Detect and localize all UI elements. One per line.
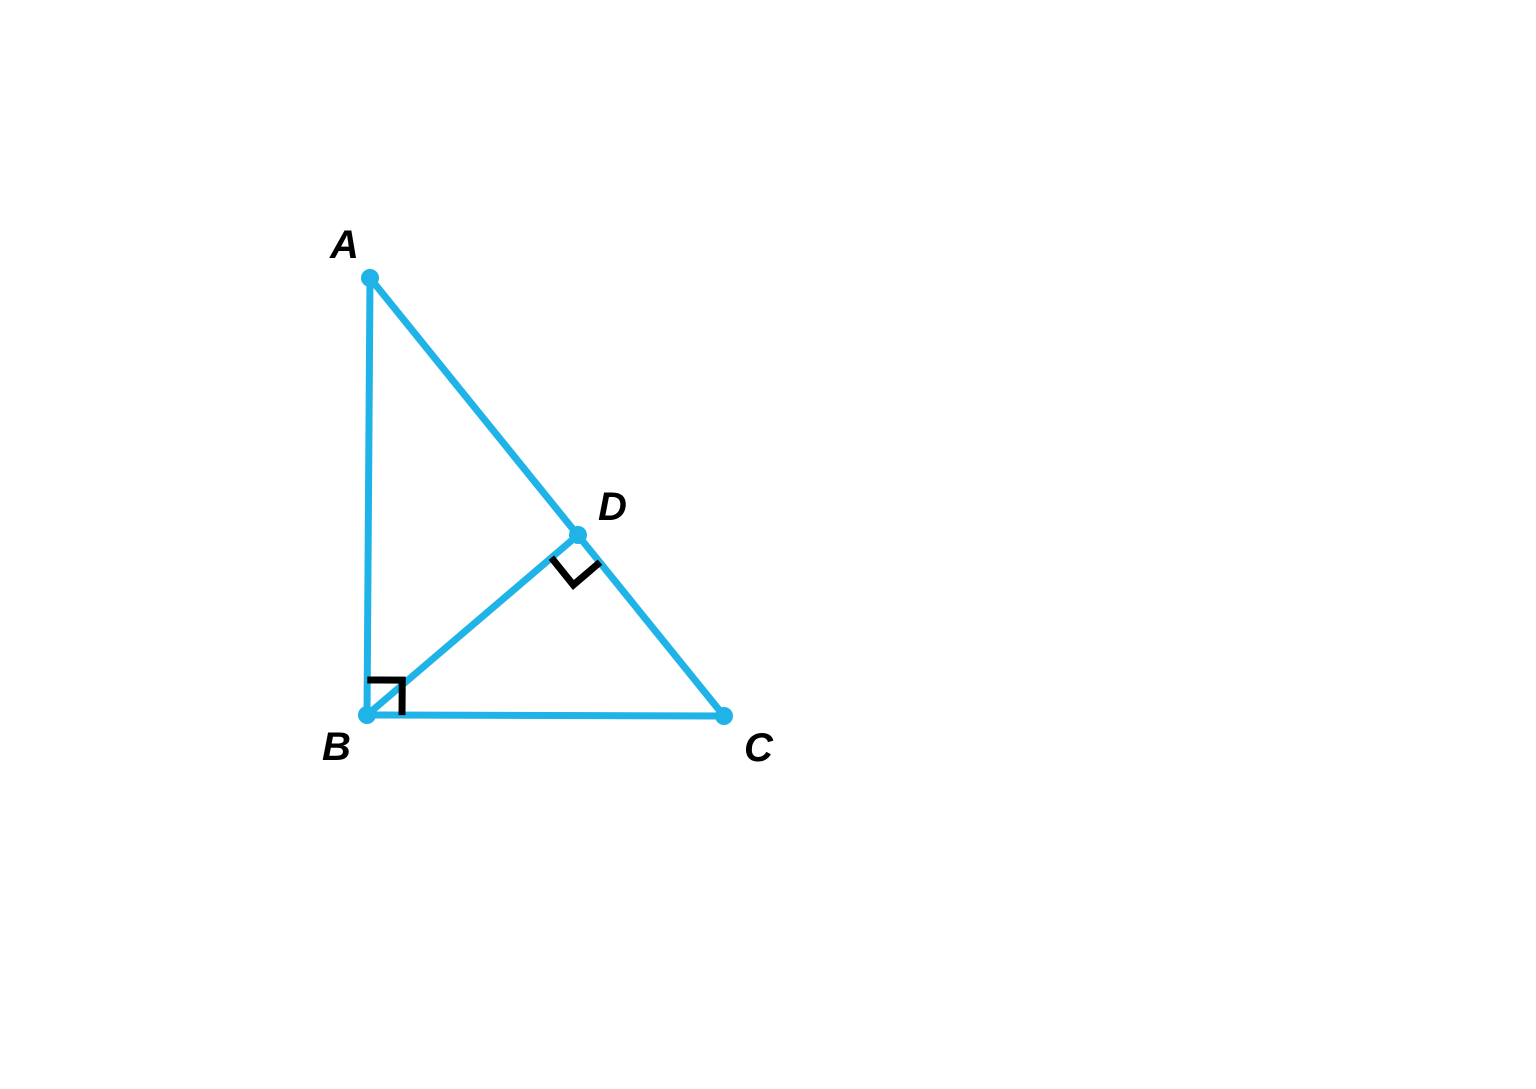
vertex-point-D bbox=[569, 526, 587, 544]
vertex-label-B: B bbox=[322, 725, 351, 769]
edge-A-C bbox=[370, 278, 724, 716]
diagram-svg: A B C D bbox=[0, 0, 1536, 1089]
geometry-diagram: A B C D bbox=[0, 0, 1536, 1089]
edge-A-B bbox=[367, 278, 370, 715]
vertex-label-A: A bbox=[329, 223, 359, 267]
edge-B-D bbox=[367, 535, 578, 715]
edge-B-C bbox=[367, 715, 724, 716]
vertex-label-C: C bbox=[744, 726, 774, 770]
vertex-point-C bbox=[715, 707, 733, 725]
right-angle-marker-D bbox=[551, 558, 600, 585]
vertex-label-D: D bbox=[598, 485, 627, 529]
vertex-point-A bbox=[361, 269, 379, 287]
vertex-point-B bbox=[358, 706, 376, 724]
